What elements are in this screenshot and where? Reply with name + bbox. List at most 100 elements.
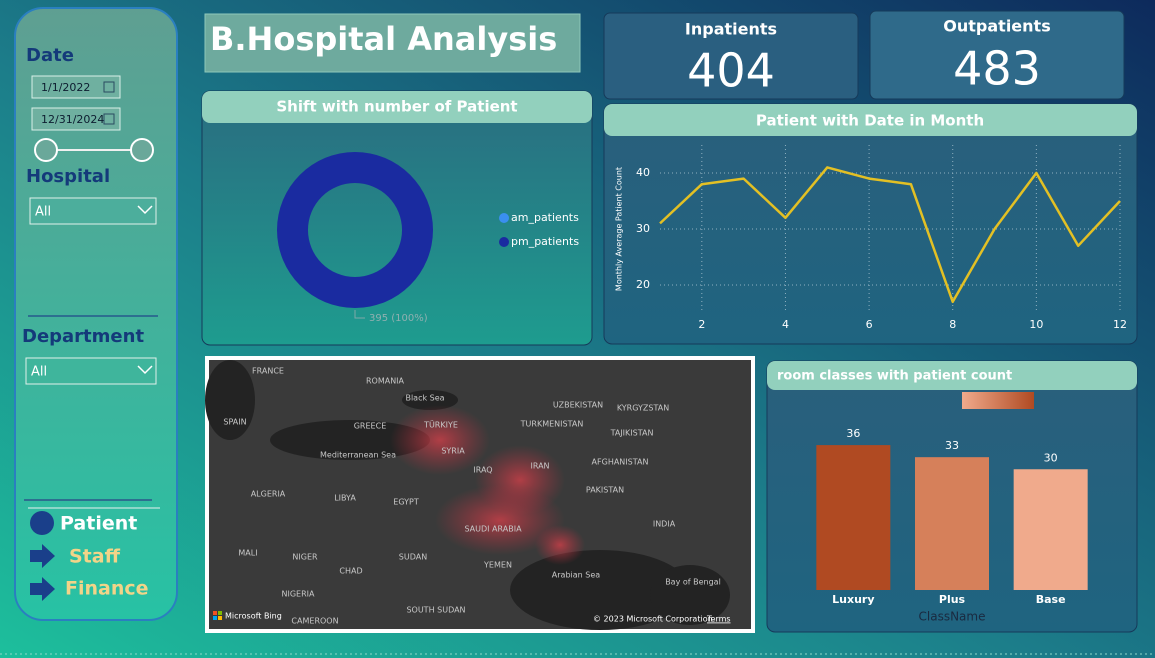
panel-header (604, 104, 1137, 136)
map-label: Mediterranean Sea (320, 451, 396, 460)
nav-staff[interactable]: Staff (69, 546, 121, 568)
nav-icon[interactable] (30, 577, 55, 601)
map-label: GREECE (354, 422, 387, 431)
hospital-label: Hospital (26, 166, 110, 187)
heat (435, 485, 565, 555)
map-sea (510, 550, 690, 630)
map-label: SYRIA (441, 447, 465, 456)
end-date: 12/31/2024 (41, 113, 104, 126)
panel (603, 103, 1138, 345)
map-label: TURKMENISTAN (520, 420, 584, 429)
map-label: EGYPT (393, 498, 419, 507)
map-label: Arabian Sea (552, 571, 600, 580)
x-tick-label: 12 (1113, 318, 1127, 331)
x-tick-label: Plus (939, 593, 966, 606)
bar (1013, 469, 1088, 590)
map-sea (270, 420, 430, 460)
heat (535, 525, 585, 565)
map-terms[interactable]: Terms (706, 615, 731, 624)
logo (213, 611, 217, 615)
heat (390, 405, 490, 475)
legend-label: am_patients (511, 211, 579, 224)
map-label: YEMEN (483, 561, 512, 570)
data-label: 395 (100%) (369, 313, 428, 324)
map-label: AFGHANISTAN (592, 458, 649, 467)
map-sea (402, 390, 458, 410)
chevron (137, 365, 153, 375)
map-label: SUDAN (399, 553, 427, 562)
slider-handle[interactable] (34, 138, 58, 162)
map-label: Black Sea (405, 394, 444, 403)
bar (915, 457, 989, 590)
calendar-icon[interactable] (103, 113, 115, 125)
department-dropdown[interactable] (25, 357, 157, 385)
map-label: Bay of Bengal (665, 578, 721, 587)
legend-marker (499, 213, 509, 223)
title-box (204, 13, 581, 73)
department-label: Department (22, 326, 144, 347)
nav-icon[interactable] (30, 544, 55, 568)
y-axis-title: Monthly Average Patient Count (615, 167, 624, 291)
data-label: 36 (846, 427, 860, 440)
x-tick-label: Luxury (832, 593, 874, 606)
slider-handle[interactable] (130, 138, 154, 162)
map-label: CAMEROON (291, 617, 338, 626)
x-tick-label: Base (1036, 593, 1066, 606)
calendar-icon[interactable] (103, 81, 115, 93)
panel-header (767, 361, 1137, 390)
date-label: Date (26, 45, 74, 66)
chart-title: room classes with patient count (777, 369, 1012, 384)
map-label: NIGERIA (282, 590, 316, 599)
kpi-label: Inpatients (685, 20, 777, 39)
nav-icon[interactable] (30, 511, 54, 535)
start-date-input[interactable] (31, 75, 121, 99)
x-axis-title: ClassName (919, 610, 986, 624)
department-value: All (31, 365, 47, 380)
start-date: 1/1/2022 (41, 81, 90, 94)
map-label: TAJIKISTAN (610, 429, 654, 438)
map-label: SAUDI ARABIA (464, 525, 522, 534)
kpi-card (603, 12, 859, 100)
nav-patient[interactable]: Patient (60, 513, 137, 535)
nav-finance[interactable]: Finance (65, 578, 149, 600)
x-tick-label: 6 (866, 318, 873, 331)
map-provider: Microsoft Bing (225, 612, 282, 621)
map-sea (205, 360, 255, 440)
y-tick-label: 30 (636, 222, 650, 235)
data-label: 33 (945, 439, 959, 452)
map-label: SOUTH SUDAN (406, 606, 465, 615)
map-label: KYRGYZSTAN (617, 404, 669, 413)
sidebar (14, 7, 178, 621)
map-label: LIBYA (334, 494, 356, 503)
data-label: 30 (1044, 451, 1058, 464)
chevron (137, 205, 153, 215)
map-attribution: © 2023 Microsoft Corporation (593, 615, 713, 624)
kpi-label: Outpatients (943, 17, 1050, 36)
map-label: TÜRKIYE (423, 420, 458, 430)
hospital-dropdown[interactable] (29, 197, 157, 225)
map-label: SPAIN (223, 418, 246, 427)
chart-title: Shift with number of Patient (276, 98, 517, 116)
bar (816, 445, 891, 590)
chart-title: Patient with Date in Month (756, 112, 984, 130)
logo (218, 611, 222, 615)
y-tick-label: 40 (636, 166, 650, 179)
end-date-input[interactable] (31, 107, 121, 131)
map-label: ROMANIA (366, 377, 405, 386)
map-label: MALI (238, 549, 257, 558)
map-label: CHAD (339, 567, 362, 576)
map-label: IRAN (530, 462, 549, 471)
kpi-card (869, 10, 1125, 100)
map-label: IRAQ (473, 466, 492, 475)
kpi-value: 404 (687, 44, 775, 98)
kpi-value: 483 (953, 42, 1041, 96)
page-title: B.Hospital Analysis (210, 20, 557, 58)
map-label: INDIA (653, 520, 676, 529)
map-label: NIGER (292, 553, 318, 562)
x-tick-label: 8 (949, 318, 956, 331)
x-tick-label: 4 (782, 318, 789, 331)
